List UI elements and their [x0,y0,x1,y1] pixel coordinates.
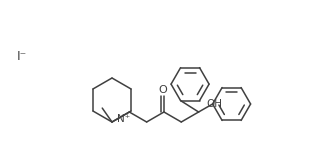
Text: N⁺: N⁺ [117,114,130,124]
Text: O: O [158,85,167,95]
Text: OH: OH [206,99,222,109]
Text: I⁻: I⁻ [17,51,27,63]
